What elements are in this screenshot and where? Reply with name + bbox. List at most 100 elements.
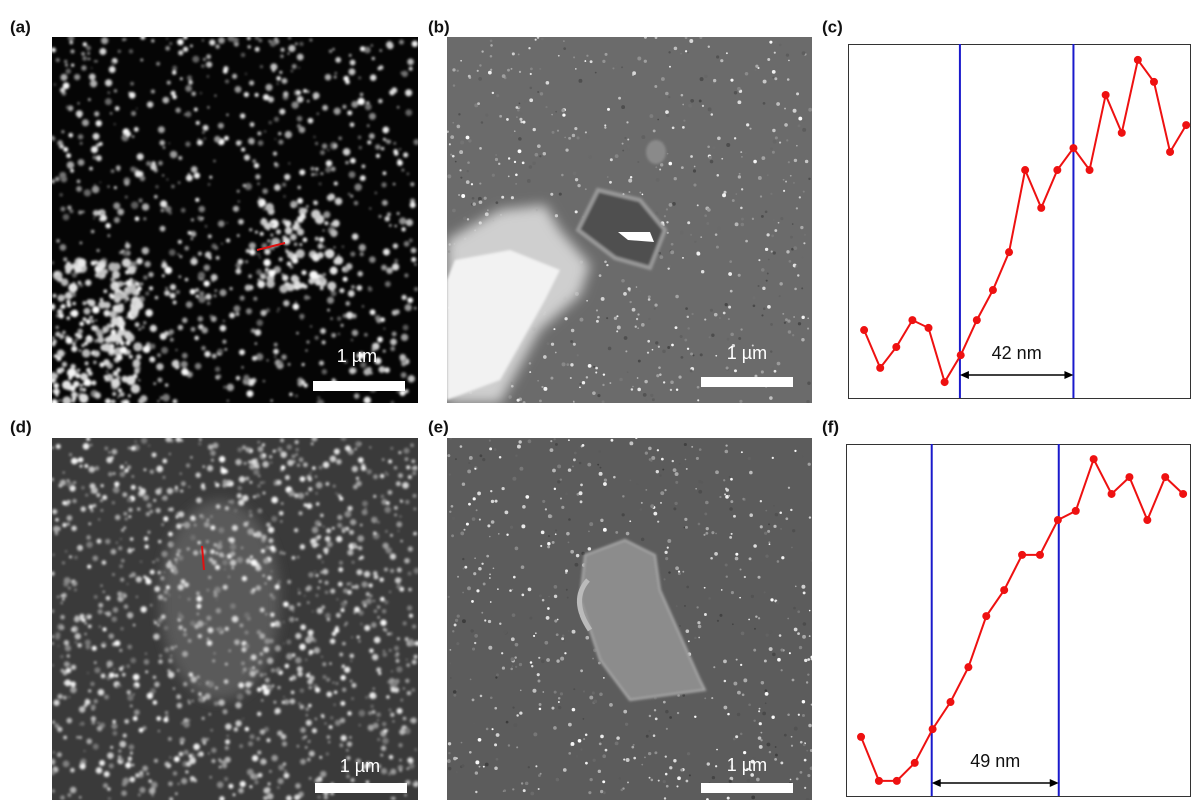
particle xyxy=(325,482,329,486)
particle xyxy=(414,307,417,310)
particle xyxy=(165,46,170,51)
particle xyxy=(753,544,757,548)
particle xyxy=(807,328,809,330)
particle xyxy=(55,177,60,182)
particle xyxy=(505,511,509,515)
particle xyxy=(390,553,396,559)
particle xyxy=(233,793,236,796)
particle xyxy=(601,297,605,301)
particle xyxy=(105,79,112,86)
particle xyxy=(212,660,215,663)
particle xyxy=(252,159,256,163)
particle xyxy=(249,242,256,249)
particle xyxy=(56,239,59,242)
particle xyxy=(519,467,523,471)
particle xyxy=(98,603,103,608)
particle xyxy=(300,624,306,630)
particle xyxy=(122,492,127,497)
particle xyxy=(320,328,326,334)
particle xyxy=(220,760,223,763)
particle xyxy=(83,380,88,385)
particle xyxy=(143,321,146,324)
particle xyxy=(75,641,77,643)
particle xyxy=(311,435,317,441)
particle xyxy=(528,440,532,444)
particle xyxy=(381,182,386,187)
particle xyxy=(797,610,800,613)
particle xyxy=(390,346,395,351)
particle xyxy=(113,668,115,670)
particle xyxy=(740,328,742,330)
particle xyxy=(82,388,86,392)
particle xyxy=(311,167,315,171)
particle xyxy=(95,320,97,322)
particle xyxy=(271,597,273,599)
particle xyxy=(199,438,201,440)
particle xyxy=(86,645,91,650)
particle xyxy=(516,746,518,748)
particle xyxy=(51,610,54,613)
particle xyxy=(156,466,163,473)
particle xyxy=(299,243,302,246)
particle xyxy=(525,495,529,499)
particle xyxy=(310,472,312,474)
particle xyxy=(100,211,104,215)
particle xyxy=(91,716,96,721)
particle xyxy=(306,349,308,351)
particle xyxy=(79,394,88,403)
particle xyxy=(403,448,409,454)
particle xyxy=(351,101,358,108)
particle xyxy=(529,371,531,373)
particle xyxy=(276,76,281,81)
particle xyxy=(539,399,542,402)
particle xyxy=(352,466,358,472)
particle xyxy=(87,672,89,674)
figure: 1 µm 1 µm 1 µm 1 µm (a) (b) (c) (d) (e) … xyxy=(0,0,1191,801)
particle xyxy=(515,183,517,185)
particle xyxy=(166,562,173,569)
particle xyxy=(655,212,659,216)
particle xyxy=(555,352,557,354)
particle xyxy=(452,155,455,158)
particle xyxy=(105,337,111,343)
particle xyxy=(91,491,93,493)
particle xyxy=(663,780,666,783)
particle xyxy=(566,589,568,591)
particle xyxy=(112,449,118,455)
particle xyxy=(288,363,291,366)
particle xyxy=(532,162,535,165)
particle xyxy=(688,104,692,108)
particle xyxy=(515,174,518,177)
particle xyxy=(806,750,808,752)
particle xyxy=(70,787,77,794)
particle xyxy=(137,356,140,359)
particle xyxy=(784,108,786,110)
particle xyxy=(717,620,719,622)
particle xyxy=(94,392,101,399)
particle xyxy=(277,686,280,689)
particle xyxy=(251,559,258,566)
particle xyxy=(773,505,775,507)
particle xyxy=(106,596,111,601)
particle xyxy=(741,218,744,221)
particle xyxy=(480,695,483,698)
particle xyxy=(99,626,101,628)
particle xyxy=(572,708,576,712)
particle xyxy=(629,441,633,445)
particle xyxy=(731,533,733,535)
particle xyxy=(413,532,416,535)
particle xyxy=(369,256,376,263)
particle xyxy=(637,313,639,315)
particle xyxy=(470,679,472,681)
particle xyxy=(613,476,616,479)
particle xyxy=(672,126,675,129)
particle xyxy=(461,194,465,198)
particle xyxy=(646,735,649,738)
particle xyxy=(477,70,479,72)
particle xyxy=(319,237,324,242)
particle xyxy=(262,481,265,484)
particle xyxy=(352,561,355,564)
particle xyxy=(291,275,299,283)
particle xyxy=(670,389,672,391)
particle xyxy=(202,217,204,219)
